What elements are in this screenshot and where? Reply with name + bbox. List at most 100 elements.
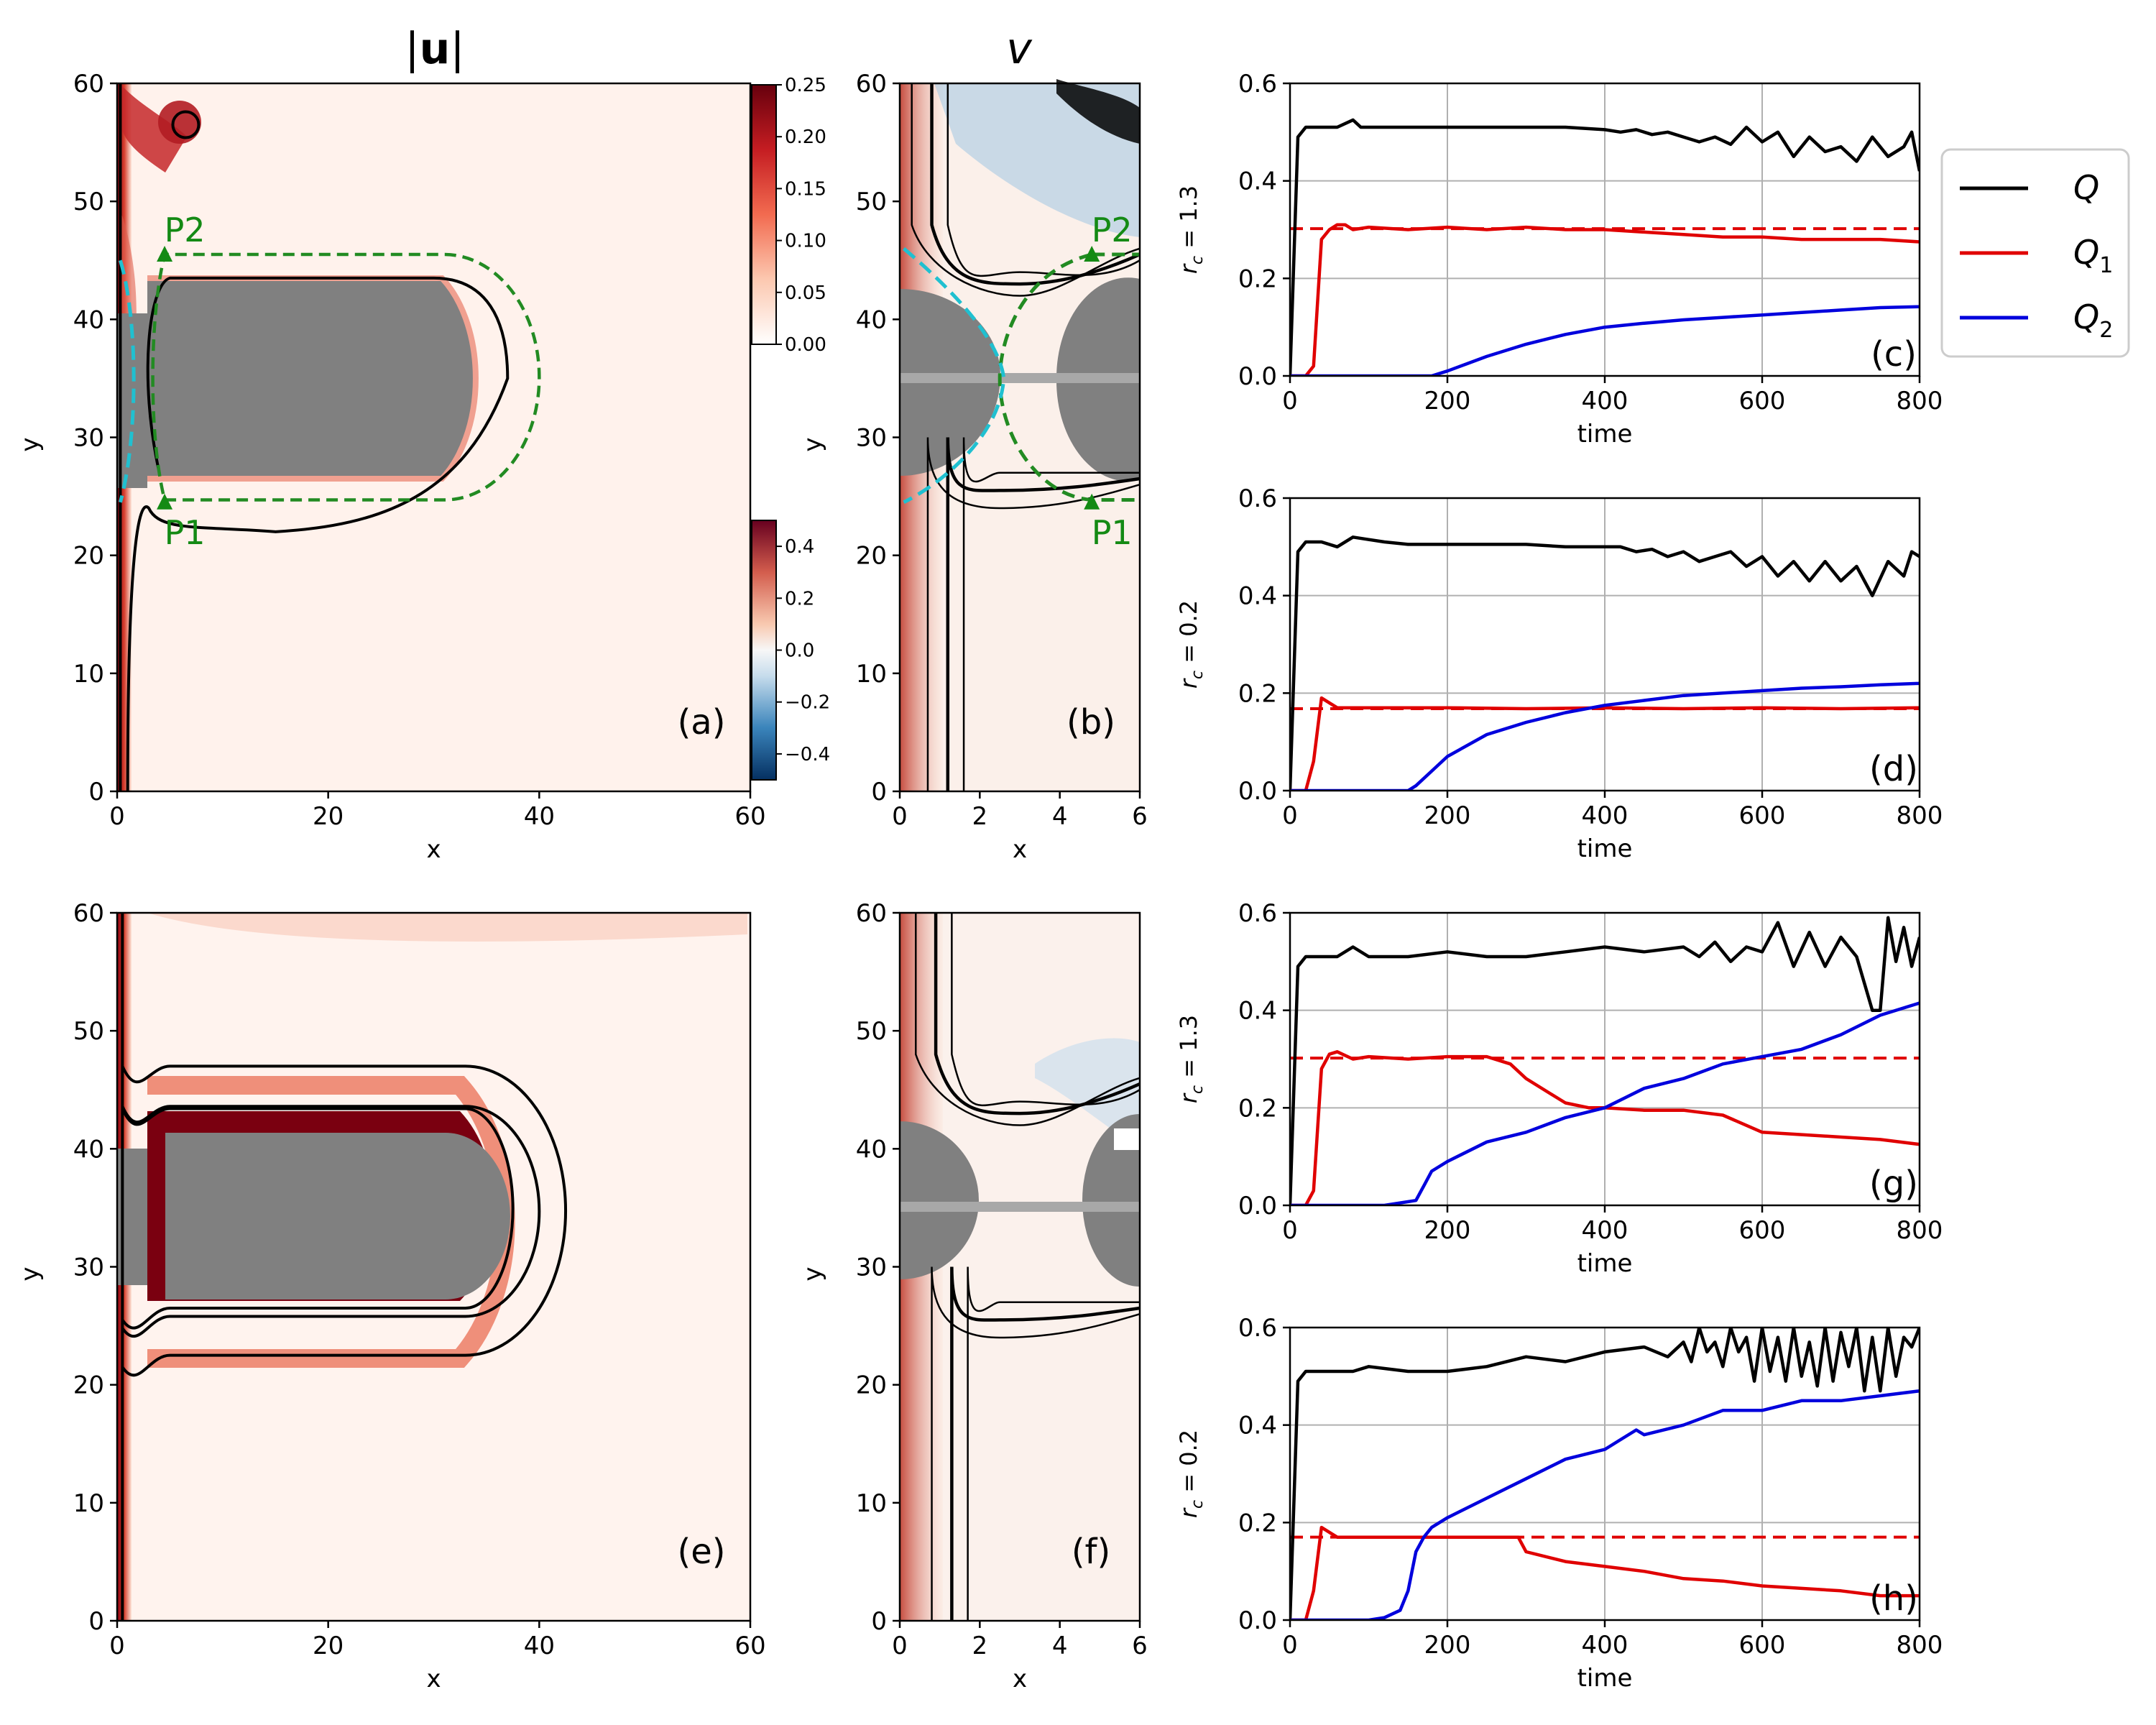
panel-b-field: [900, 79, 1140, 791]
x-tick-label: 2: [972, 1632, 988, 1660]
x-tick-label: 800: [1897, 801, 1943, 830]
title-umag: |u|: [405, 24, 464, 74]
marker-p2: [157, 246, 173, 262]
x-tick-label: 60: [734, 1632, 765, 1660]
streamline: [951, 913, 1140, 1107]
colorbar-tick-label: 0.05: [785, 282, 826, 304]
colorbar-v: 0.4 0.2 0.0 −0.2 −0.4: [751, 520, 830, 781]
series-line-q2: [1290, 1389, 1920, 1620]
colorbar-tick-label: 0.20: [785, 126, 826, 148]
colorbar-tick-label: 0.25: [785, 75, 826, 96]
series-line-q2: [1290, 1001, 1920, 1205]
panel-label: (g): [1869, 1164, 1918, 1204]
y-tick-label: 10: [856, 660, 887, 689]
y-tick-label: 30: [73, 424, 104, 453]
control-surface-dashed: [998, 252, 1140, 502]
x-tick-label: 40: [524, 1632, 555, 1660]
x-tick-label: 0: [892, 1632, 908, 1660]
legend: Q Q1 Q2: [1940, 148, 2130, 358]
colorbar-umag-bar: [751, 84, 777, 345]
x-tick-label: 0: [1282, 1631, 1298, 1660]
x-tick-label: 600: [1739, 1631, 1786, 1660]
x-tick-label: 600: [1739, 1216, 1786, 1245]
y-tick-label: 0: [88, 778, 104, 806]
streamline: [121, 1064, 568, 1377]
y-tick-label: 50: [73, 188, 104, 216]
colorbar-v-bar: [751, 520, 777, 781]
panel-a-field: [117, 83, 750, 791]
x-tick-label: 4: [1052, 802, 1068, 831]
x-tick-label: 800: [1897, 1631, 1943, 1660]
x-tick-label: 60: [734, 802, 765, 831]
legend-q1-label: Q1: [2073, 233, 2113, 278]
marker-label-p1: P1: [165, 513, 206, 552]
panel-h: rc = 0.2 0 200 400 600 800 0.0 0.2 0.4 0.6 time (h): [1175, 1314, 1943, 1693]
y-tick-label: 20: [856, 542, 887, 571]
x-tick-label: 2: [972, 802, 988, 831]
streamline: [121, 1105, 541, 1338]
y-tick-label: 40: [73, 1135, 104, 1164]
marker-p2: [1084, 246, 1100, 262]
colorbar-tick-label: 0.10: [785, 231, 826, 252]
y-tick-label: 0.6: [1238, 1314, 1277, 1343]
y-tick-label: 0.6: [1238, 899, 1277, 928]
panel-label: (c): [1871, 334, 1917, 374]
panel-label: (h): [1869, 1578, 1918, 1619]
y-tick-label: 40: [856, 305, 887, 334]
streamline: [946, 437, 1140, 791]
x-tick-label: 6: [1132, 1632, 1148, 1660]
y-tick-label: 10: [73, 1489, 104, 1518]
y-tick-label: 30: [73, 1254, 104, 1282]
series-group: [1290, 916, 1920, 1205]
y-tick-label: 60: [73, 70, 104, 98]
series-line-q: [1290, 1328, 1920, 1620]
cyan-dashed-curve: [902, 247, 1006, 505]
x-axis-label: time: [1577, 1249, 1633, 1278]
marker-label-p2: P2: [165, 211, 206, 249]
x-tick-label: 0: [109, 802, 125, 831]
y-tick-label: 20: [856, 1371, 887, 1400]
x-axis-label: x: [1013, 1665, 1027, 1693]
x-tick-label: 200: [1424, 801, 1471, 830]
x-tick-label: 40: [524, 802, 555, 831]
panel-c: rc = 1.3 0 200 400 600 800 0.0 0.2 0.4 0.6 time (c): [1175, 70, 1943, 448]
y-tick-label: 40: [73, 305, 104, 334]
y-tick-label: 0.4: [1238, 582, 1277, 611]
panel-e: y 0 20 40 60 0 10 20 30 40 50 60 x (e): [16, 899, 766, 1693]
x-tick-label: 200: [1424, 1216, 1471, 1245]
series-group: [1290, 1328, 1920, 1620]
x-tick-label: 400: [1582, 1631, 1628, 1660]
y-tick-label: 0.4: [1238, 997, 1277, 1026]
streamline: [946, 83, 1140, 277]
colorbar-tick-label: 0.15: [785, 178, 826, 200]
y-tick-label: 60: [856, 899, 887, 928]
y-tick-label: 0.0: [1238, 1606, 1277, 1635]
streamline: [926, 437, 1140, 791]
y-axis-label: y: [798, 437, 827, 451]
streamline: [934, 913, 1140, 1116]
y-axis-label: rc = 1.3: [1175, 185, 1207, 274]
y-axis-label: rc = 1.3: [1175, 1015, 1207, 1103]
x-tick-label: 600: [1739, 387, 1786, 415]
x-tick-label: 4: [1052, 1632, 1068, 1660]
streamline: [950, 1266, 1140, 1621]
y-tick-label: 40: [856, 1135, 887, 1164]
colorbar-tick-label: 0.2: [785, 588, 814, 610]
panel-a: P1 P2 y 0 20 40 60 0 10 20 30 40 50 60 x (a): [16, 70, 766, 864]
colorbar-umag: 0.25 0.20 0.15 0.10 0.05 0.00: [751, 75, 826, 356]
x-tick-label: 6: [1132, 802, 1148, 831]
y-tick-label: 60: [856, 70, 887, 98]
y-tick-label: 0: [871, 1607, 887, 1636]
y-tick-label: 60: [73, 899, 104, 928]
series-line-q: [1290, 916, 1920, 1205]
x-axis-label: x: [426, 835, 441, 864]
x-tick-label: 0: [1282, 387, 1298, 415]
x-axis-label: x: [426, 1665, 441, 1693]
marker-p1: [157, 493, 173, 510]
colorbar-tick-label: 0.4: [785, 536, 814, 558]
x-tick-label: 200: [1424, 387, 1471, 415]
panel-label: (b): [1067, 702, 1115, 742]
x-tick-label: 0: [1282, 801, 1298, 830]
